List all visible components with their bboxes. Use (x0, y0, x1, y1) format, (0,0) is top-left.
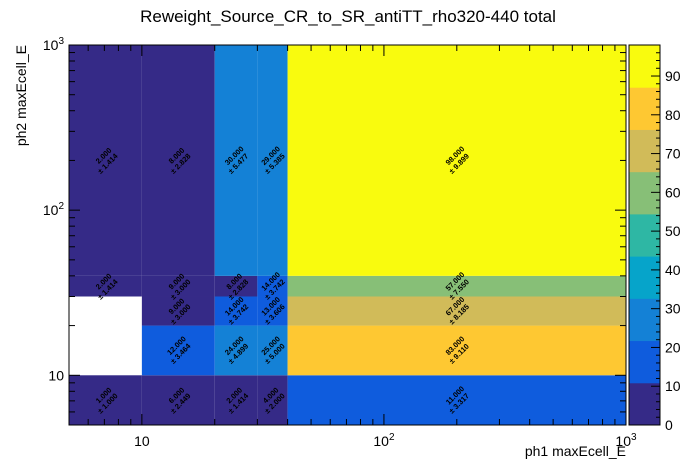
heatmap-cell (287, 296, 626, 326)
heatmap-cell (214, 375, 258, 425)
color-palette: 0 10 20 30 40 50 60 70 80 90 (628, 44, 681, 433)
tick-label: 10 (134, 433, 150, 449)
heatmap-cell (141, 296, 215, 326)
palette-tick-label: 0 (665, 417, 673, 433)
heatmap-cell (69, 45, 142, 276)
palette-frame (628, 44, 661, 426)
tick-label: 102 (43, 201, 65, 218)
palette-swatch (629, 213, 660, 257)
heatmap-cell (141, 375, 215, 425)
palette-tick-label: 20 (665, 339, 681, 355)
heatmap-cell (287, 275, 626, 297)
plot-frame (68, 44, 627, 426)
heatmap-cell (257, 296, 288, 326)
heatmap-cell (214, 275, 258, 297)
x-axis-title: ph1 maxEcell_E (525, 443, 626, 459)
palette-swatch (629, 45, 660, 88)
heatmap-cell (214, 296, 258, 326)
heatmap-cells (69, 45, 626, 425)
palette-swatch (629, 382, 660, 426)
tick-label: 10 (48, 367, 64, 383)
heatmap-cell (257, 325, 288, 376)
heatmap-cell (257, 45, 288, 276)
y-axis: 10 102 103 (43, 36, 626, 426)
palette-tick-label: 50 (665, 223, 681, 239)
palette-tick-label: 40 (665, 262, 681, 278)
tick-label: 103 (43, 36, 65, 53)
x-axis: 10 102 103 (68, 45, 637, 449)
palette-swatch (629, 256, 660, 299)
palette-tick-label: 60 (665, 184, 681, 200)
heatmap-cell (141, 45, 215, 276)
palette-swatch (629, 298, 660, 342)
heatmap-cell (141, 275, 215, 297)
heatmap-cell (287, 325, 626, 376)
heatmap-cell (69, 375, 142, 425)
heatmap-cell (69, 275, 142, 297)
heatmap-cell (214, 45, 258, 276)
palette-swatch (629, 87, 660, 130)
palette-tick-label: 90 (665, 68, 681, 84)
heatmap-cell (287, 45, 626, 276)
heatmap-cell (257, 375, 288, 425)
heatmap-cell (257, 275, 288, 297)
tick-label: 103 (615, 432, 637, 449)
tick-label: 102 (373, 432, 395, 449)
palette-tick-label: 10 (665, 378, 681, 394)
heatmap-cell (141, 325, 215, 376)
heatmap-cell (287, 375, 626, 425)
palette-swatch (629, 129, 660, 173)
palette-swatch (629, 171, 660, 215)
palette-tick-label: 80 (665, 107, 681, 123)
chart-title: Reweight_Source_CR_to_SR_antiTT_rho320-4… (140, 7, 556, 26)
palette-tick-label: 70 (665, 146, 681, 162)
y-axis-title: ph2 maxEcell_E (13, 45, 29, 146)
heatmap-cell (214, 325, 258, 376)
palette-tick-label: 30 (665, 301, 681, 317)
